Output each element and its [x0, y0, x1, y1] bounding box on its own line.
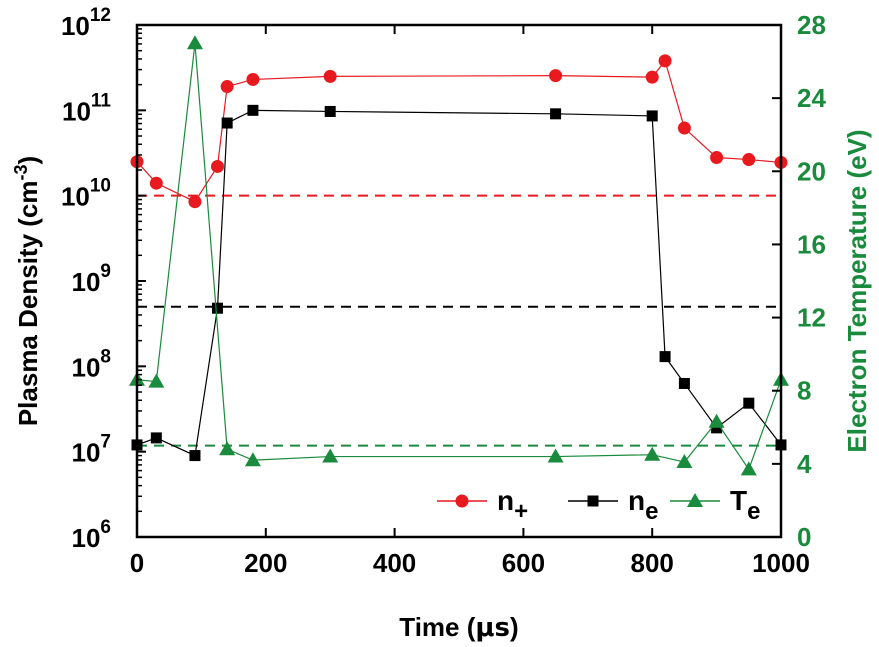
data-point [646, 110, 658, 122]
data-point [710, 151, 724, 165]
y-left-tick-label: 1011 [62, 90, 111, 126]
y-right-tick-label: 28 [797, 10, 826, 40]
reference-lines [137, 194, 781, 447]
series-Te [129, 35, 789, 476]
y-right-tick-label: 4 [797, 449, 812, 479]
x-tick-label: 800 [631, 548, 674, 578]
legend-item-ne: ne [568, 485, 658, 525]
y-left-tick-label: 108 [72, 346, 112, 382]
axis-ticks [136, 24, 782, 538]
data-point [211, 159, 224, 173]
y-right-tick-label: 0 [797, 522, 811, 552]
data-point [189, 450, 201, 462]
y-right-tick-label: 24 [797, 83, 826, 113]
data-point [547, 448, 564, 463]
y-left-tick-label: 107 [72, 432, 112, 468]
data-point [148, 373, 165, 388]
data-point [246, 72, 260, 86]
data-point [658, 54, 672, 68]
data-point [708, 413, 725, 428]
legend-label: Te [730, 485, 760, 525]
x-axis-title: Time (μs) [399, 612, 518, 643]
y-left-tick-label: 109 [72, 261, 112, 297]
data-point [212, 302, 223, 314]
legend: n+ ne Te [437, 485, 760, 525]
series-line [137, 109, 781, 457]
x-tick-label: 200 [244, 548, 287, 578]
data-point [550, 108, 562, 120]
y-left-tick-label: 1010 [61, 176, 111, 212]
data-point [220, 80, 234, 94]
data-point [322, 448, 339, 463]
x-tick-label: 1000 [752, 548, 810, 578]
data-point [711, 422, 723, 434]
y-right-axis-title: Electron Temperature (eV) [842, 129, 872, 452]
data-point [247, 104, 259, 116]
data-point [740, 461, 757, 476]
x-tick-label: 0 [130, 548, 144, 578]
y-left-axis-title: Plasma Density (cm-3) [11, 156, 43, 426]
data-point [644, 446, 661, 461]
y-right-tick-label: 8 [797, 376, 811, 406]
data-point [678, 377, 690, 389]
y-left-tick-label: 1012 [61, 5, 111, 41]
data-point [743, 397, 755, 409]
legend-marker [687, 493, 703, 507]
data-point [186, 35, 203, 50]
data-point [150, 432, 162, 444]
tick-labels: 0 200 400 600 800 100010610710810910101011101… [61, 5, 827, 578]
data-point [677, 121, 691, 135]
legend-item-Te: Te [670, 485, 760, 525]
y-right-tick-label: 12 [797, 303, 826, 333]
data-point [676, 454, 693, 469]
data-point [244, 452, 261, 467]
data-point [188, 195, 202, 209]
data-point [219, 441, 236, 456]
x-tick-label: 600 [502, 548, 545, 578]
y-right-tick-label: 16 [797, 229, 826, 259]
x-tick-label: 400 [373, 548, 416, 578]
y-right-tick-label: 20 [797, 156, 826, 186]
y-left-tick-label: 106 [72, 517, 112, 553]
data-point [323, 69, 337, 83]
data-point [149, 176, 163, 190]
series-line [137, 43, 781, 471]
data-point [645, 70, 659, 84]
legend-marker [587, 495, 599, 507]
series-n+ [130, 54, 788, 209]
data-point [549, 69, 563, 83]
legend-marker [455, 494, 469, 508]
data-point [324, 105, 336, 117]
legend-label: ne [628, 485, 658, 525]
data-point [221, 117, 233, 129]
legend-label: n+ [497, 485, 528, 525]
data-point [659, 351, 671, 363]
legend-item-n+: n+ [437, 485, 528, 525]
data-point [742, 153, 756, 167]
series-line [137, 59, 781, 203]
